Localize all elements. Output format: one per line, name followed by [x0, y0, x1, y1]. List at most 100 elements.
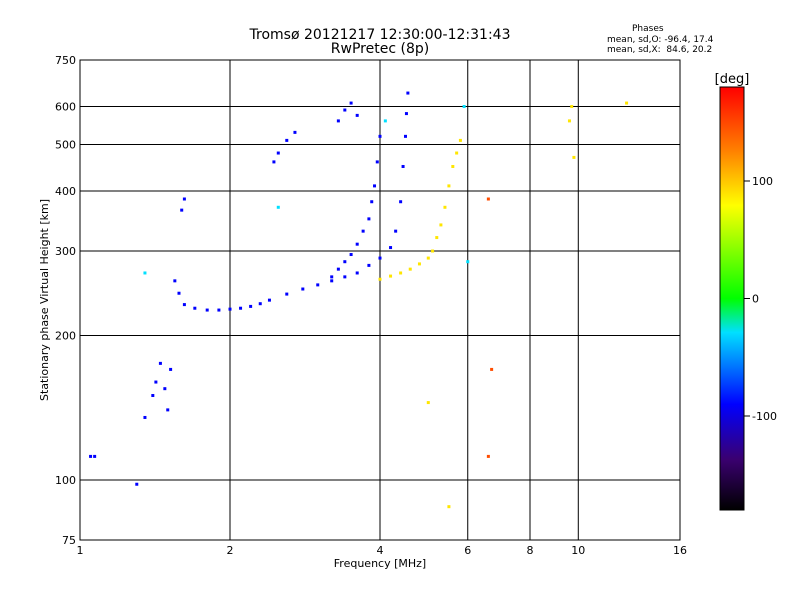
data-point: [206, 309, 209, 312]
data-point: [277, 152, 280, 155]
data-point: [285, 139, 288, 142]
data-point: [249, 305, 252, 308]
data-point: [625, 102, 628, 105]
data-point: [293, 131, 296, 134]
data-point: [367, 264, 370, 267]
x-tick-label: 6: [464, 544, 471, 557]
data-point: [447, 505, 450, 508]
data-point: [151, 394, 154, 397]
data-point: [418, 262, 421, 265]
data-point: [394, 230, 397, 233]
y-tick-label: 400: [55, 185, 76, 198]
data-point: [343, 275, 346, 278]
data-point: [277, 206, 280, 209]
grid: [80, 60, 680, 540]
colorbar-fill: [720, 87, 744, 510]
y-tick-label: 100: [55, 474, 76, 487]
y-tick-label: 500: [55, 139, 76, 152]
data-point: [154, 381, 157, 384]
data-point: [466, 260, 469, 263]
y-tick-labels: 75 100 200 300 400 500 600 750: [55, 54, 76, 547]
colorbar-tick-label: 0: [752, 293, 759, 306]
data-point: [572, 156, 575, 159]
data-point: [159, 362, 162, 365]
data-point: [389, 246, 392, 249]
x-tick-label: 16: [673, 544, 687, 557]
data-point: [568, 119, 571, 122]
data-point: [455, 152, 458, 155]
colorbar: [deg] 100 0 -100: [715, 72, 777, 510]
data-point: [343, 260, 346, 263]
data-point: [330, 279, 333, 282]
data-point: [166, 408, 169, 411]
data-point: [169, 368, 172, 371]
data-point: [406, 92, 409, 95]
data-point: [272, 160, 275, 163]
x-tick-label: 2: [227, 544, 234, 557]
data-point: [367, 217, 370, 220]
data-point: [376, 160, 379, 163]
data-point: [570, 105, 573, 108]
data-point: [93, 455, 96, 458]
data-point: [379, 278, 382, 281]
x-tick-label: 1: [77, 544, 84, 557]
data-point: [337, 268, 340, 271]
y-tick-label: 750: [55, 54, 76, 67]
colorbar-tick-label: 100: [752, 175, 773, 188]
data-point: [405, 112, 408, 115]
data-point: [443, 206, 446, 209]
data-point: [143, 416, 146, 419]
data-point: [89, 455, 92, 458]
data-point: [402, 165, 405, 168]
data-point: [356, 243, 359, 246]
x-tick-label: 8: [527, 544, 534, 557]
data-point: [404, 135, 407, 138]
data-point: [143, 271, 146, 274]
data-point: [451, 165, 454, 168]
data-point: [268, 299, 271, 302]
x-axis-label: Frequency [MHz]: [334, 557, 426, 570]
data-point: [463, 105, 466, 108]
data-point: [487, 455, 490, 458]
data-point: [409, 268, 412, 271]
colorbar-ticks: 100 0 -100: [744, 175, 777, 423]
data-point: [316, 283, 319, 286]
data-point: [399, 200, 402, 203]
data-point: [373, 184, 376, 187]
data-point: [362, 230, 365, 233]
y-axis-label: Stationary phase Virtual Height [km]: [38, 199, 51, 401]
x-tick-labels: 1 2 4 6 8 10 16: [77, 544, 688, 557]
data-point: [259, 302, 262, 305]
data-point: [183, 303, 186, 306]
data-point: [163, 387, 166, 390]
x-tick-label: 10: [571, 544, 585, 557]
data-point: [427, 401, 430, 404]
scatter-points: [89, 92, 628, 509]
data-point: [384, 119, 387, 122]
data-point: [343, 109, 346, 112]
data-point: [370, 200, 373, 203]
data-point: [135, 483, 138, 486]
data-point: [389, 275, 392, 278]
y-tick-label: 300: [55, 245, 76, 258]
colorbar-tick-label: -100: [752, 410, 777, 423]
data-point: [435, 236, 438, 239]
data-point: [183, 198, 186, 201]
ionogram-chart: Tromsø 20121217 12:30:00-12:31:43 RwPret…: [0, 0, 800, 600]
colorbar-label: [deg]: [715, 72, 750, 87]
chart-svg: 1 2 4 6 8 10 16 75100200300400500600750 Freque…: [0, 0, 800, 600]
data-point: [229, 308, 232, 311]
data-point: [379, 257, 382, 260]
data-point: [337, 119, 340, 122]
data-point: [427, 257, 430, 260]
y-tick-label: 600: [55, 101, 76, 114]
data-point: [177, 292, 180, 295]
data-point: [217, 309, 220, 312]
data-point: [356, 114, 359, 117]
data-point: [439, 223, 442, 226]
data-point: [487, 198, 490, 201]
data-point: [285, 293, 288, 296]
data-point: [447, 184, 450, 187]
data-point: [180, 209, 183, 212]
data-point: [356, 271, 359, 274]
